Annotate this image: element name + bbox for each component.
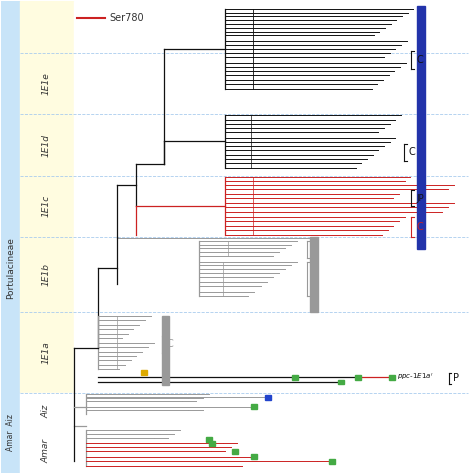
Text: Amar  Aiz: Amar Aiz bbox=[6, 414, 15, 451]
Bar bbox=[232, 449, 238, 454]
Bar bbox=[141, 370, 147, 374]
Bar bbox=[251, 404, 257, 409]
Text: P: P bbox=[453, 374, 459, 383]
Bar bbox=[206, 437, 212, 441]
Text: C: C bbox=[166, 339, 173, 349]
Bar bbox=[329, 459, 335, 464]
Bar bbox=[209, 441, 215, 446]
Text: 1E1d: 1E1d bbox=[42, 134, 51, 156]
Text: 1E1a: 1E1a bbox=[42, 341, 51, 364]
Text: C: C bbox=[416, 55, 423, 65]
Text: 1E1c: 1E1c bbox=[42, 195, 51, 218]
Bar bbox=[20, 392, 74, 473]
Text: C: C bbox=[409, 147, 416, 157]
Bar bbox=[1, 1, 20, 392]
Text: JP: JP bbox=[416, 193, 424, 202]
Bar bbox=[310, 237, 318, 312]
Bar bbox=[292, 375, 298, 380]
Bar bbox=[389, 375, 395, 380]
Bar bbox=[338, 380, 344, 384]
Bar bbox=[162, 316, 169, 385]
Bar bbox=[355, 375, 361, 380]
Bar bbox=[265, 395, 272, 400]
Bar bbox=[251, 454, 257, 459]
Bar bbox=[74, 1, 473, 473]
Text: 1E1e: 1E1e bbox=[42, 73, 51, 95]
Text: Aiz: Aiz bbox=[42, 405, 51, 418]
Text: $ppc$-$1E1a'$: $ppc$-$1E1a'$ bbox=[397, 372, 434, 383]
Text: 1E1b: 1E1b bbox=[42, 263, 51, 286]
Text: Portulacineae: Portulacineae bbox=[6, 237, 15, 299]
Bar bbox=[417, 6, 425, 249]
Text: P: P bbox=[311, 244, 318, 254]
Text: C: C bbox=[311, 274, 318, 284]
Bar bbox=[20, 1, 74, 392]
Bar bbox=[1, 392, 20, 473]
Text: Ser780: Ser780 bbox=[110, 13, 145, 23]
Text: C: C bbox=[416, 222, 423, 232]
Text: Amar: Amar bbox=[42, 439, 51, 464]
